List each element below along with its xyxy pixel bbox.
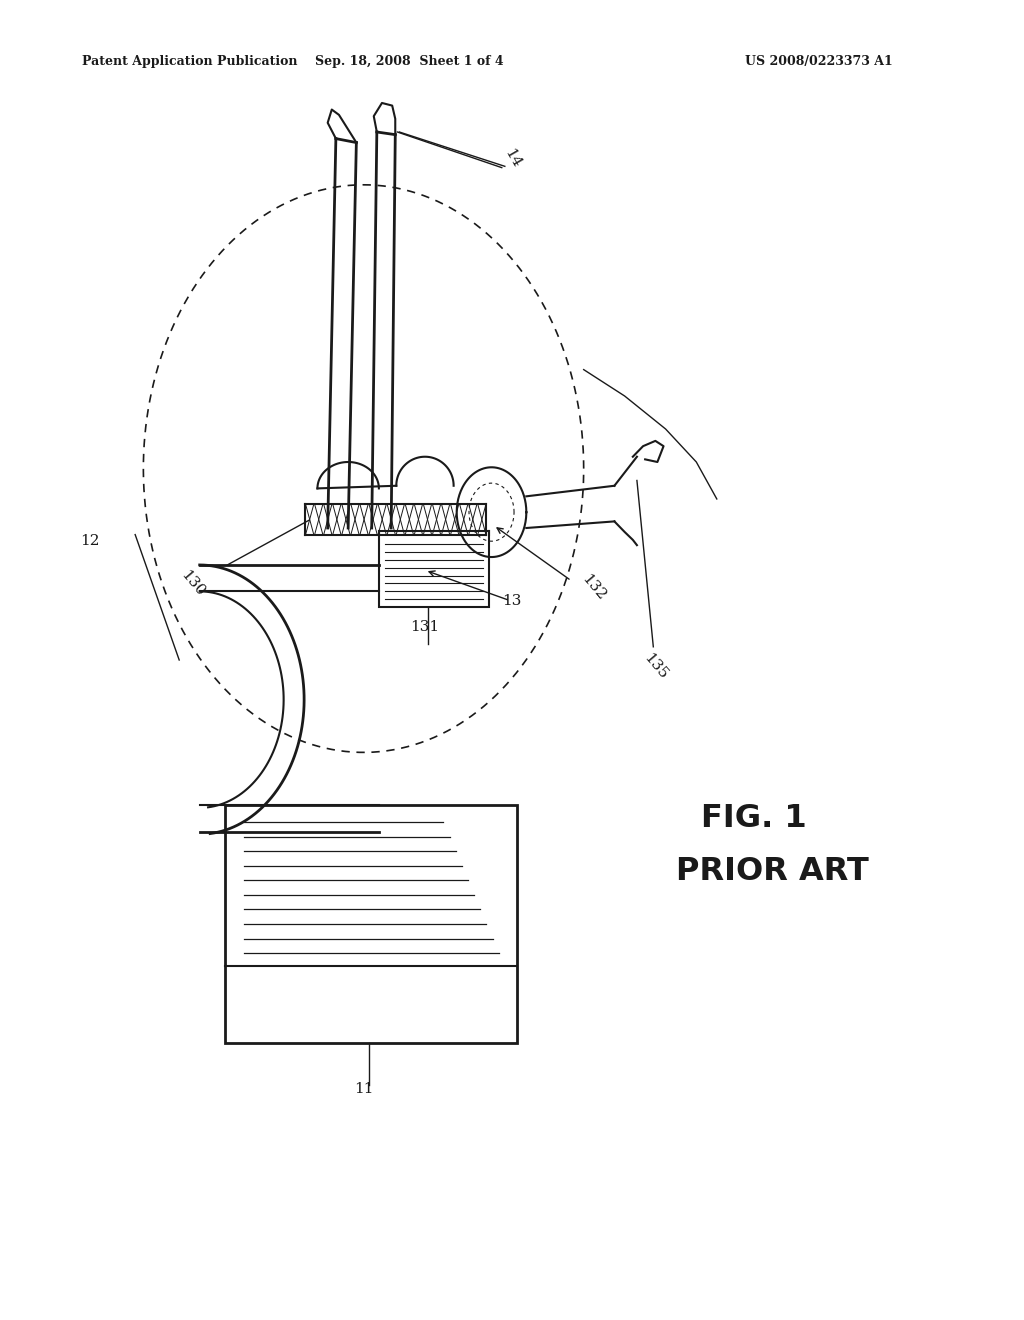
Text: Sep. 18, 2008  Sheet 1 of 4: Sep. 18, 2008 Sheet 1 of 4	[315, 55, 504, 69]
Text: 131: 131	[411, 620, 439, 634]
Text: PRIOR ART: PRIOR ART	[676, 855, 868, 887]
Text: 132: 132	[580, 572, 608, 603]
Bar	[225, 805, 517, 1043]
Text: FIG. 1: FIG. 1	[701, 803, 807, 834]
Text: 12: 12	[80, 535, 100, 548]
Text: 135: 135	[641, 651, 670, 682]
Bar	[379, 531, 489, 607]
Text: 13: 13	[503, 594, 521, 607]
Text: Patent Application Publication: Patent Application Publication	[82, 55, 297, 69]
Text: 130: 130	[178, 568, 207, 599]
Text: US 2008/0223373 A1: US 2008/0223373 A1	[745, 55, 893, 69]
Text: 14: 14	[501, 147, 523, 170]
Text: 11: 11	[353, 1082, 374, 1096]
